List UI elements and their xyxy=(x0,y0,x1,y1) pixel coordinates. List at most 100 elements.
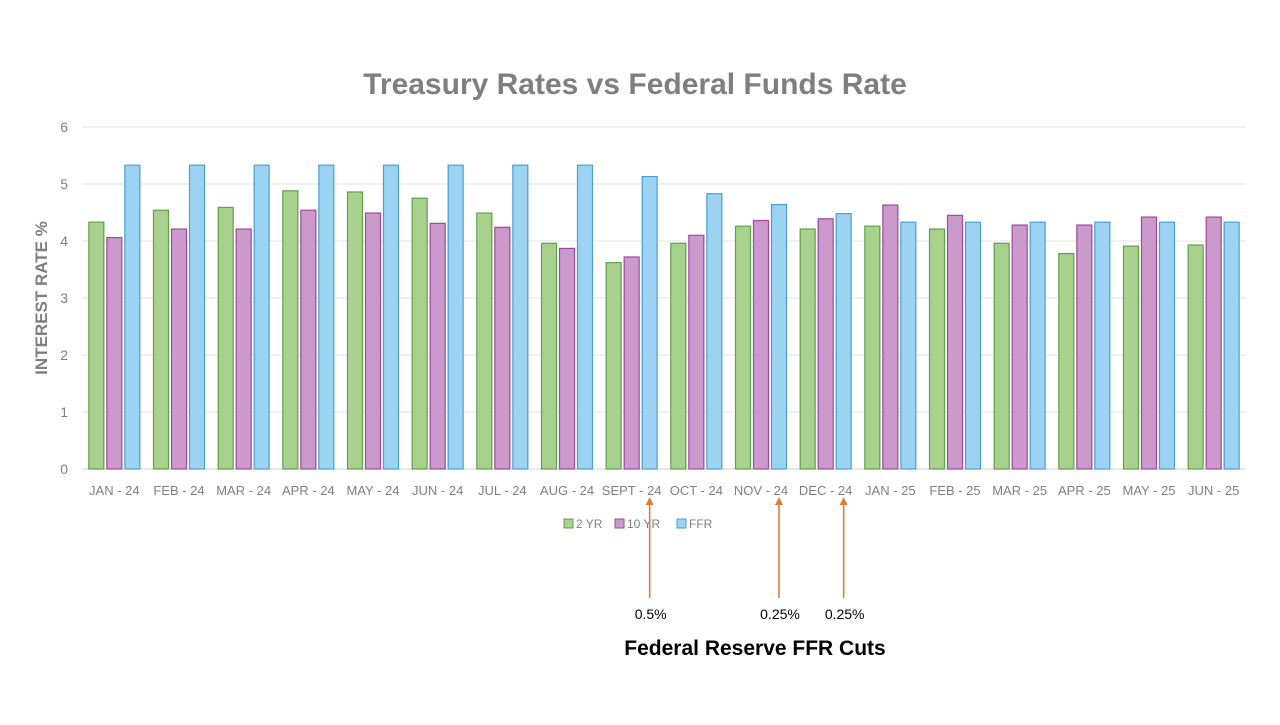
x-tick-labels: JAN - 24 FEB - 24 MAR - 24 APR - 24 MAY - 24… xyxy=(89,483,1239,498)
x-tick-label: FEB - 24 xyxy=(153,483,204,498)
x-tick-label: JUN - 25 xyxy=(1188,483,1239,498)
y-tick-label: 0 xyxy=(60,461,68,477)
bar-10-yr xyxy=(494,226,511,470)
bar-10-yr xyxy=(558,247,576,470)
bar-10-yr xyxy=(1205,216,1222,470)
bar-ffr xyxy=(1094,221,1111,470)
bar-ffr xyxy=(576,164,594,470)
legend-swatch xyxy=(676,518,687,529)
x-tick-label: APR - 24 xyxy=(282,483,335,498)
bar-10-yr xyxy=(752,219,770,470)
bar-10-yr xyxy=(688,234,705,470)
bar-ffr xyxy=(318,164,335,470)
x-tick-label: NOV - 24 xyxy=(734,483,788,498)
annotation-cut-label: 0.25% xyxy=(760,606,800,622)
bar-2-yr xyxy=(282,190,299,470)
bar-10-yr xyxy=(1076,224,1093,470)
bar-ffr xyxy=(253,164,270,470)
bar-2-yr xyxy=(864,225,881,470)
bar-2-yr xyxy=(1187,244,1204,470)
legend-label: 2 YR xyxy=(576,517,603,531)
bar-ffr xyxy=(1029,221,1046,470)
bar-ffr xyxy=(900,221,917,470)
bar-10-yr xyxy=(817,218,834,470)
bar-10-yr xyxy=(170,228,188,470)
x-tick-label: JUN - 24 xyxy=(412,483,463,498)
y-tick-labels: 0 1 2 3 4 5 6 xyxy=(60,119,68,477)
bar-ffr xyxy=(188,164,206,470)
bar-2-yr xyxy=(734,225,752,470)
bar-10-yr xyxy=(1011,224,1028,470)
bar-10-yr xyxy=(364,212,382,470)
bar-2-yr xyxy=(799,228,816,470)
annotation-arrow-head xyxy=(645,497,654,505)
bar-ffr xyxy=(835,213,852,470)
bar-2-yr xyxy=(346,191,364,470)
legend-swatch xyxy=(563,518,574,529)
x-tick-label: MAY - 24 xyxy=(347,483,400,498)
bar-ffr xyxy=(1223,221,1240,470)
legend-label: FFR xyxy=(689,517,713,531)
x-tick-label: APR - 25 xyxy=(1058,483,1111,498)
x-tick-label: FEB - 25 xyxy=(929,483,980,498)
bar-ffr xyxy=(1158,221,1176,470)
bar-10-yr xyxy=(946,214,964,470)
x-tick-label: JAN - 25 xyxy=(865,483,916,498)
legend-label: 10 YR xyxy=(627,517,660,531)
y-tick-label: 3 xyxy=(60,290,68,306)
bar-ffr xyxy=(382,164,400,470)
bar-2-yr xyxy=(1122,245,1140,470)
legend: 2 YR 10 YR FFR xyxy=(563,517,713,531)
bar-ffr xyxy=(706,193,723,470)
bar-10-yr xyxy=(106,236,123,470)
ffr-cut-annotations: 0.5% 0.25% 0.25% xyxy=(635,497,865,622)
bar-2-yr xyxy=(670,242,687,470)
annotation-cut-label: 0.25% xyxy=(825,606,865,622)
x-tick-label: DEC - 24 xyxy=(799,483,852,498)
y-tick-label: 6 xyxy=(60,119,68,135)
chart-title: Treasury Rates vs Federal Funds Rate xyxy=(363,68,907,101)
y-tick-label: 4 xyxy=(60,233,68,249)
x-tick-label: MAY - 25 xyxy=(1123,483,1176,498)
bar-10-yr xyxy=(235,228,252,470)
bar-10-yr xyxy=(1140,216,1158,470)
bar-2-yr xyxy=(411,197,428,470)
bars xyxy=(88,164,1240,470)
y-tick-label: 5 xyxy=(60,176,68,192)
legend-swatch xyxy=(614,518,625,529)
x-tick-label: JAN - 24 xyxy=(89,483,140,498)
bar-2-yr xyxy=(1058,252,1075,470)
annotation-arrow-head xyxy=(839,497,848,505)
bar-ffr xyxy=(964,221,982,470)
bar-2-yr xyxy=(217,206,234,470)
bar-10-yr xyxy=(429,222,446,470)
bar-ffr xyxy=(447,164,464,470)
x-tick-label: SEPT - 24 xyxy=(602,483,662,498)
bar-2-yr xyxy=(476,212,493,470)
bar-2-yr xyxy=(993,242,1010,470)
bar-2-yr xyxy=(540,242,558,470)
bar-2-yr xyxy=(152,209,170,470)
y-axis-label: INTEREST RATE % xyxy=(32,221,51,375)
x-tick-label: AUG - 24 xyxy=(540,483,594,498)
bar-10-yr xyxy=(623,256,640,470)
bar-ffr xyxy=(124,164,141,470)
x-tick-label: MAR - 25 xyxy=(992,483,1047,498)
bar-2-yr xyxy=(928,228,946,470)
bar-10-yr xyxy=(300,209,317,470)
annotation-arrow-head xyxy=(775,497,783,505)
grid-lines xyxy=(82,126,1246,470)
y-tick-label: 1 xyxy=(60,404,68,420)
bar-ffr xyxy=(512,164,529,470)
x-tick-label: OCT - 24 xyxy=(670,483,723,498)
bar-2-yr xyxy=(605,262,622,470)
x-tick-label: MAR - 24 xyxy=(216,483,271,498)
x-tick-label: JUL - 24 xyxy=(478,483,527,498)
y-tick-label: 2 xyxy=(60,347,68,363)
annotation-title: Federal Reserve FFR Cuts xyxy=(624,637,885,660)
bar-2-yr xyxy=(88,221,105,470)
annotation-cut-label: 0.5% xyxy=(635,606,667,622)
bar-ffr xyxy=(641,175,658,470)
